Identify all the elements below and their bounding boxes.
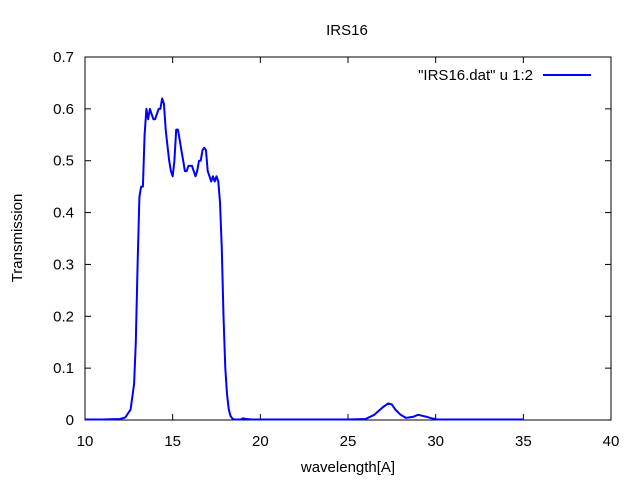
x-tick-label: 40 [603,433,620,450]
series-line [85,97,524,421]
y-tick-label: 0.4 [53,205,74,222]
y-tick-label: 0.2 [53,308,74,325]
legend-label: "IRS16.dat" u 1:2 [418,67,533,84]
x-tick-label: 25 [340,433,357,450]
x-tick-label: 10 [77,433,94,450]
x-tick-label: 30 [427,433,444,450]
y-tick-label: 0.1 [53,360,74,377]
legend: "IRS16.dat" u 1:2 [418,67,591,84]
y-tick-label: 0.5 [53,153,74,170]
x-tick-label: 15 [164,433,181,450]
x-tick-label: 35 [515,433,532,450]
y-tick-label: 0.3 [53,256,74,273]
y-tick-label: 0.7 [53,49,74,66]
x-tick-label: 20 [252,433,269,450]
y-tick-label: 0.6 [53,101,74,118]
y-tick-label: 0 [66,412,74,429]
series-layer [85,97,524,421]
y-axis-title: Transmission [9,194,26,283]
x-axis-title: wavelength[A] [300,459,395,476]
chart-title: IRS16 [326,22,368,39]
